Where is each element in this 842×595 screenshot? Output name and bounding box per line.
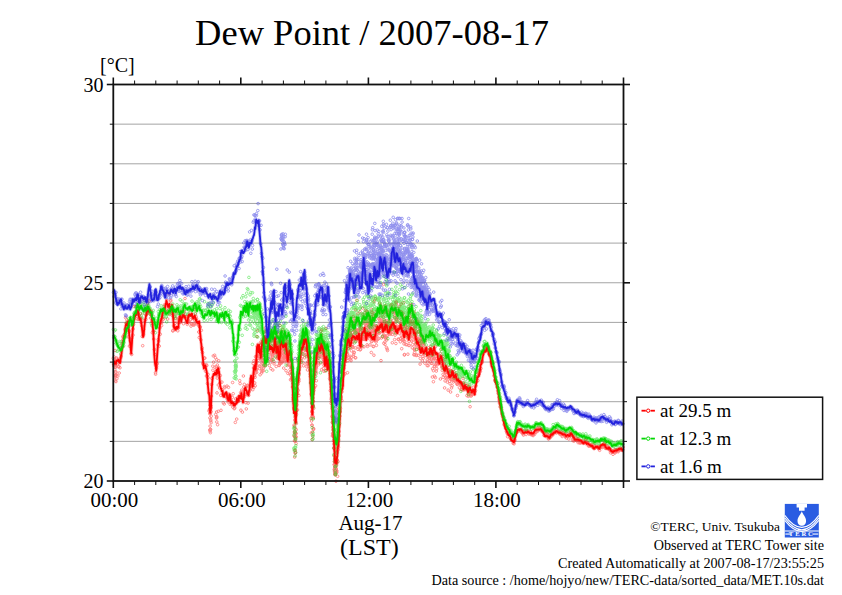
svg-text:25: 25	[84, 272, 104, 294]
svg-text:Data source : /home/hojyo/new/: Data source : /home/hojyo/new/TERC-data/…	[431, 572, 824, 588]
svg-text:©TERC, Univ. Tsukuba: ©TERC, Univ. Tsukuba	[650, 519, 780, 534]
svg-text:at 1.6 m: at 1.6 m	[660, 456, 722, 477]
svg-text:Observed at TERC Tower site: Observed at TERC Tower site	[654, 537, 824, 553]
svg-text:12:00: 12:00	[345, 488, 393, 512]
svg-text:(LST): (LST)	[340, 534, 399, 560]
svg-text:06:00: 06:00	[218, 488, 266, 512]
svg-text:Aug-17: Aug-17	[338, 511, 402, 535]
svg-text:30: 30	[84, 74, 104, 96]
svg-text:00:00: 00:00	[90, 488, 138, 512]
svg-text:[°C]: [°C]	[100, 54, 135, 76]
svg-text:at 12.3 m: at 12.3 m	[660, 428, 731, 449]
svg-text:TERC: TERC	[789, 531, 815, 538]
svg-text:Dew Point / 2007-08-17: Dew Point / 2007-08-17	[195, 12, 549, 53]
svg-text:at 29.5 m: at 29.5 m	[660, 400, 731, 421]
svg-text:Created Automatically at 2007-: Created Automatically at 2007-08-17/23:5…	[558, 555, 824, 571]
svg-text:18:00: 18:00	[473, 488, 521, 512]
